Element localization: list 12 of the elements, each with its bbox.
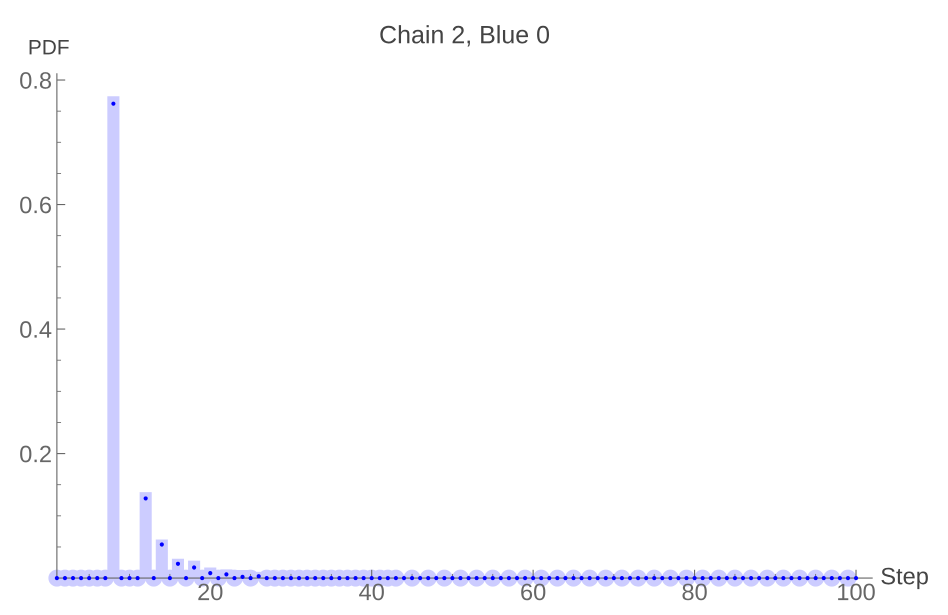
x-tick-label: 60 [521, 584, 546, 600]
y-tick-label: 0.2 [20, 446, 51, 462]
y-tick-label: 0.4 [20, 321, 52, 338]
x-tick-label: 100 [838, 584, 875, 600]
x-tick-label: 40 [359, 584, 384, 600]
y-tick-label: 0.8 [20, 72, 51, 89]
y-tick-label: 0.6 [20, 196, 51, 214]
x-tick-label: 20 [198, 584, 222, 600]
y-axis-title: PDF [30, 40, 69, 54]
x-tick-label: 80 [682, 584, 707, 600]
x-axis-title: Step [881, 568, 928, 590]
chart-title: Chain 2, Blue 0 [380, 25, 550, 46]
